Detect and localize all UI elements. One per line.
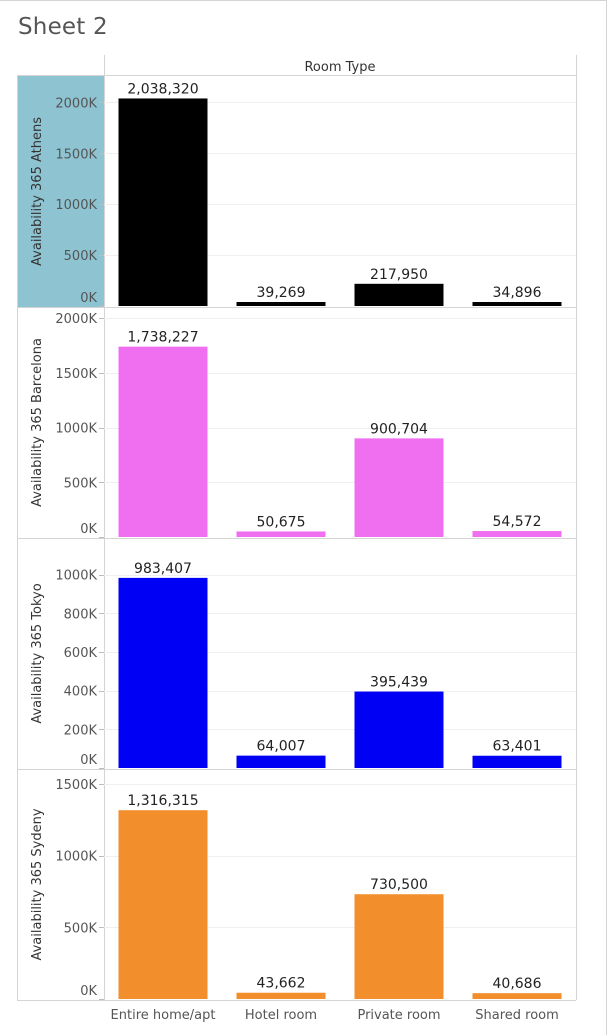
bar bbox=[236, 755, 326, 768]
y-tick-label: 200K bbox=[64, 723, 98, 738]
y-tick-label: 1500K bbox=[55, 778, 97, 793]
data-label: 50,675 bbox=[257, 514, 306, 530]
data-label: 900,704 bbox=[370, 421, 428, 437]
y-tick-label: 2000K bbox=[55, 312, 97, 327]
bar bbox=[118, 577, 208, 768]
bar bbox=[354, 894, 444, 999]
bar bbox=[472, 755, 562, 768]
column-header: Room Type bbox=[304, 60, 375, 75]
data-label: 730,500 bbox=[370, 877, 428, 893]
bar bbox=[472, 302, 562, 306]
x-tick-label: Private room bbox=[357, 1008, 440, 1023]
y-tick-label: 1500K bbox=[55, 367, 97, 382]
bar bbox=[354, 438, 444, 537]
y-tick-label: 1000K bbox=[55, 198, 97, 213]
y-tick-label: 400K bbox=[64, 685, 98, 700]
data-label: 1,738,227 bbox=[127, 330, 198, 346]
sheet-title: Sheet 2 bbox=[18, 14, 108, 40]
y-tick-label: 0K bbox=[80, 753, 97, 768]
y-axis-label: Availability 365 Tokyo bbox=[30, 583, 45, 723]
data-label: 43,662 bbox=[257, 976, 306, 992]
bar bbox=[354, 283, 444, 306]
bar bbox=[236, 531, 326, 537]
y-tick-label: 600K bbox=[64, 646, 98, 661]
bar bbox=[236, 302, 326, 306]
data-label: 2,038,320 bbox=[127, 81, 198, 97]
x-tick-label: Entire home/apt bbox=[111, 1008, 216, 1023]
data-label: 395,439 bbox=[370, 675, 428, 691]
y-tick-label: 1000K bbox=[55, 422, 97, 437]
bar bbox=[118, 98, 208, 306]
data-label: 34,896 bbox=[493, 285, 542, 301]
bar bbox=[472, 993, 562, 999]
y-tick-label: 500K bbox=[64, 476, 98, 491]
selected-row-header bbox=[18, 76, 104, 307]
y-axis-label: Availability 365 Barcelona bbox=[30, 338, 45, 507]
y-tick-label: 2000K bbox=[55, 96, 97, 111]
x-tick-label: Hotel room bbox=[245, 1008, 317, 1023]
data-label: 63,401 bbox=[493, 739, 542, 755]
data-label: 217,950 bbox=[370, 267, 428, 283]
y-tick-label: 0K bbox=[80, 291, 97, 306]
data-label: 64,007 bbox=[257, 739, 306, 755]
y-tick-label: 1000K bbox=[55, 569, 97, 584]
data-label: 1,316,315 bbox=[127, 793, 198, 809]
data-label: 983,407 bbox=[134, 561, 192, 577]
y-tick-label: 800K bbox=[64, 607, 98, 622]
y-tick-label: 0K bbox=[80, 984, 97, 999]
data-label: 54,572 bbox=[493, 514, 542, 530]
bar bbox=[118, 810, 208, 999]
y-axis-label: Availability 365 Athens bbox=[30, 117, 45, 266]
y-tick-label: 1000K bbox=[55, 850, 97, 865]
y-tick-label: 0K bbox=[80, 522, 97, 537]
bar bbox=[118, 346, 208, 537]
data-label: 39,269 bbox=[257, 285, 306, 301]
y-axis-label: Availability 365 Sydeny bbox=[30, 808, 45, 960]
bar bbox=[472, 531, 562, 537]
y-tick-label: 500K bbox=[64, 921, 98, 936]
y-tick-label: 500K bbox=[64, 249, 98, 264]
bar bbox=[236, 992, 326, 999]
data-label: 40,686 bbox=[493, 976, 542, 992]
bar bbox=[354, 691, 444, 768]
y-tick-label: 1500K bbox=[55, 147, 97, 162]
x-tick-label: Shared room bbox=[475, 1008, 559, 1023]
